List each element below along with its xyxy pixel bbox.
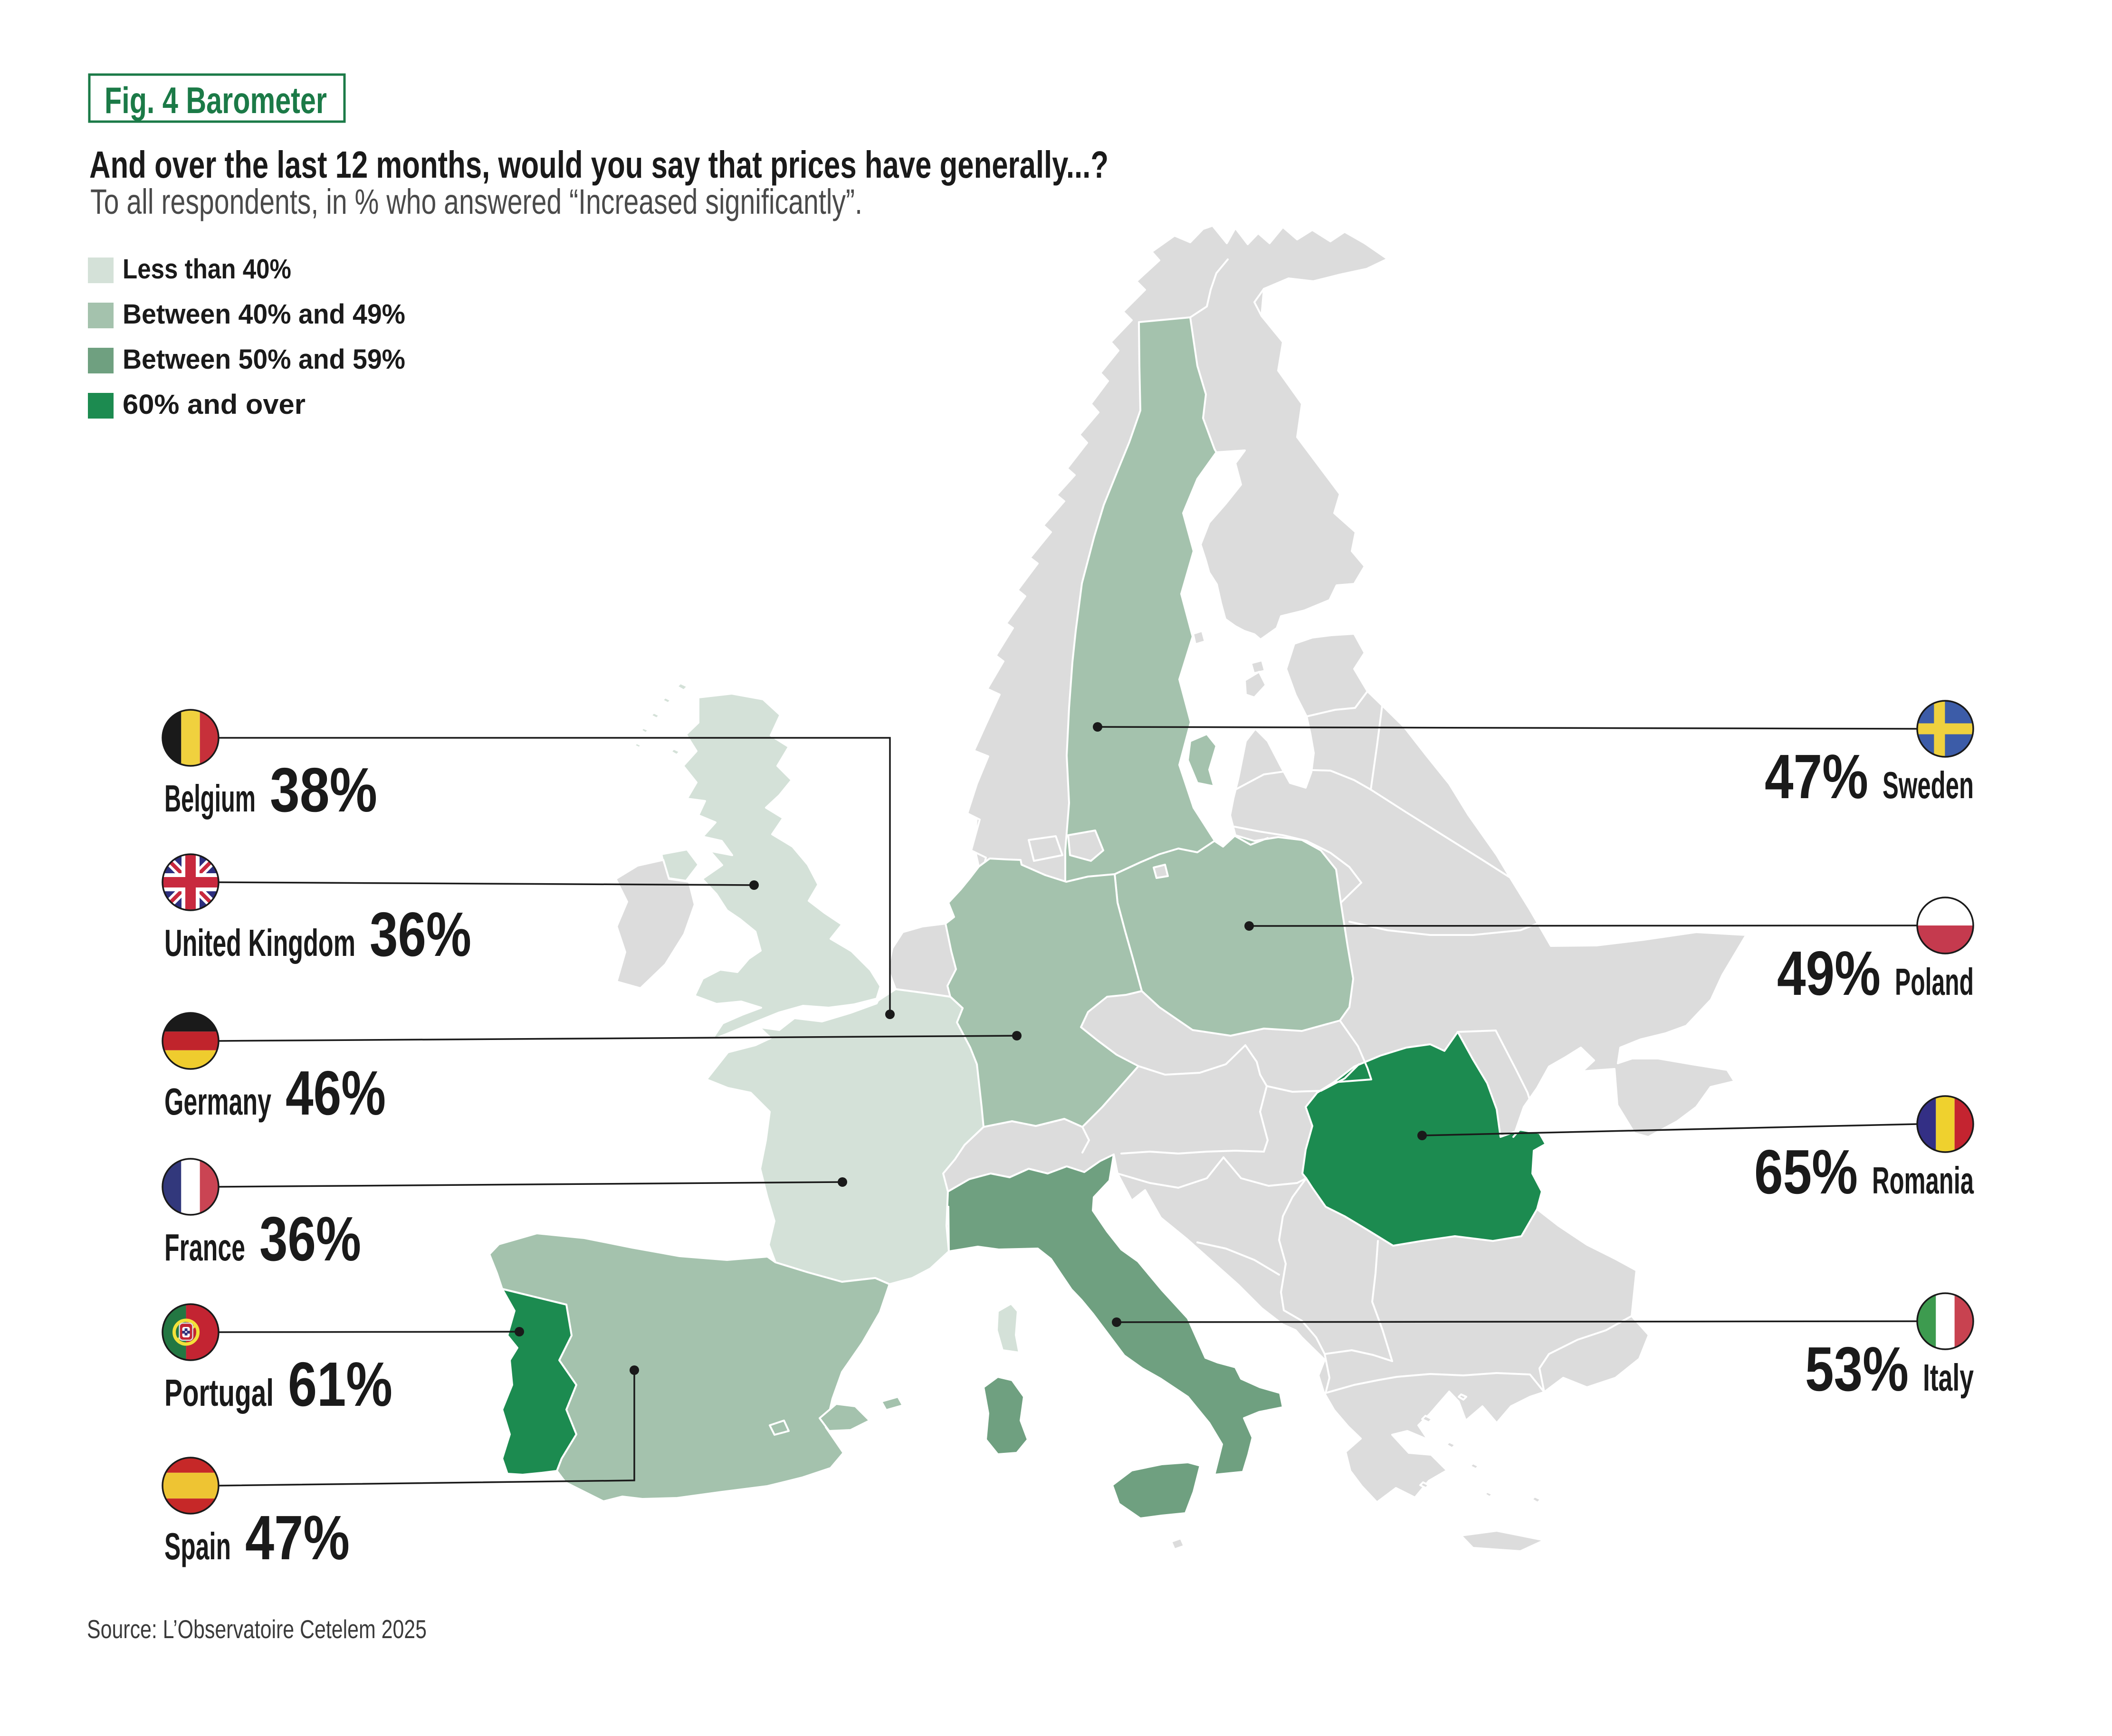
svg-text:53%: 53% bbox=[1805, 1334, 1909, 1404]
svg-text:Sweden: Sweden bbox=[1883, 764, 1974, 806]
svg-text:Portugal: Portugal bbox=[164, 1372, 274, 1414]
svg-text:36%: 36% bbox=[259, 1204, 361, 1274]
svg-text:Spain: Spain bbox=[164, 1525, 231, 1567]
svg-text:47%: 47% bbox=[245, 1503, 350, 1573]
svg-text:49%: 49% bbox=[1777, 938, 1881, 1008]
svg-text:Between 40% and 49%: Between 40% and 49% bbox=[123, 299, 405, 330]
svg-text:47%: 47% bbox=[1765, 742, 1868, 811]
svg-text:65%: 65% bbox=[1754, 1137, 1858, 1207]
svg-text:36%: 36% bbox=[370, 899, 471, 969]
svg-text:Poland: Poland bbox=[1895, 961, 1974, 1003]
svg-text:France: France bbox=[164, 1226, 245, 1269]
svg-text:61%: 61% bbox=[288, 1349, 392, 1419]
svg-text:60% and over: 60% and over bbox=[123, 389, 306, 420]
svg-text:Belgium: Belgium bbox=[164, 777, 256, 820]
svg-text:Source: L’Observatoire Cetelem: Source: L’Observatoire Cetelem 2025 bbox=[87, 1614, 427, 1644]
svg-text:Italy: Italy bbox=[1923, 1356, 1974, 1399]
svg-text:46%: 46% bbox=[286, 1058, 386, 1128]
svg-text:Less than 40%: Less than 40% bbox=[123, 254, 291, 285]
svg-text:United Kingdom: United Kingdom bbox=[164, 922, 355, 964]
svg-text:Romania: Romania bbox=[1872, 1159, 1974, 1202]
svg-text:38%: 38% bbox=[270, 755, 377, 825]
svg-text:Germany: Germany bbox=[164, 1080, 271, 1123]
svg-text:Fig. 4 Barometer: Fig. 4 Barometer bbox=[105, 79, 327, 121]
svg-text:Between 50% and 59%: Between 50% and 59% bbox=[123, 344, 405, 375]
svg-text:And over the last 12 months, w: And over the last 12 months, would you s… bbox=[89, 143, 1109, 186]
svg-text:To all respondents, in % who a: To all respondents, in % who answered “I… bbox=[90, 182, 862, 221]
